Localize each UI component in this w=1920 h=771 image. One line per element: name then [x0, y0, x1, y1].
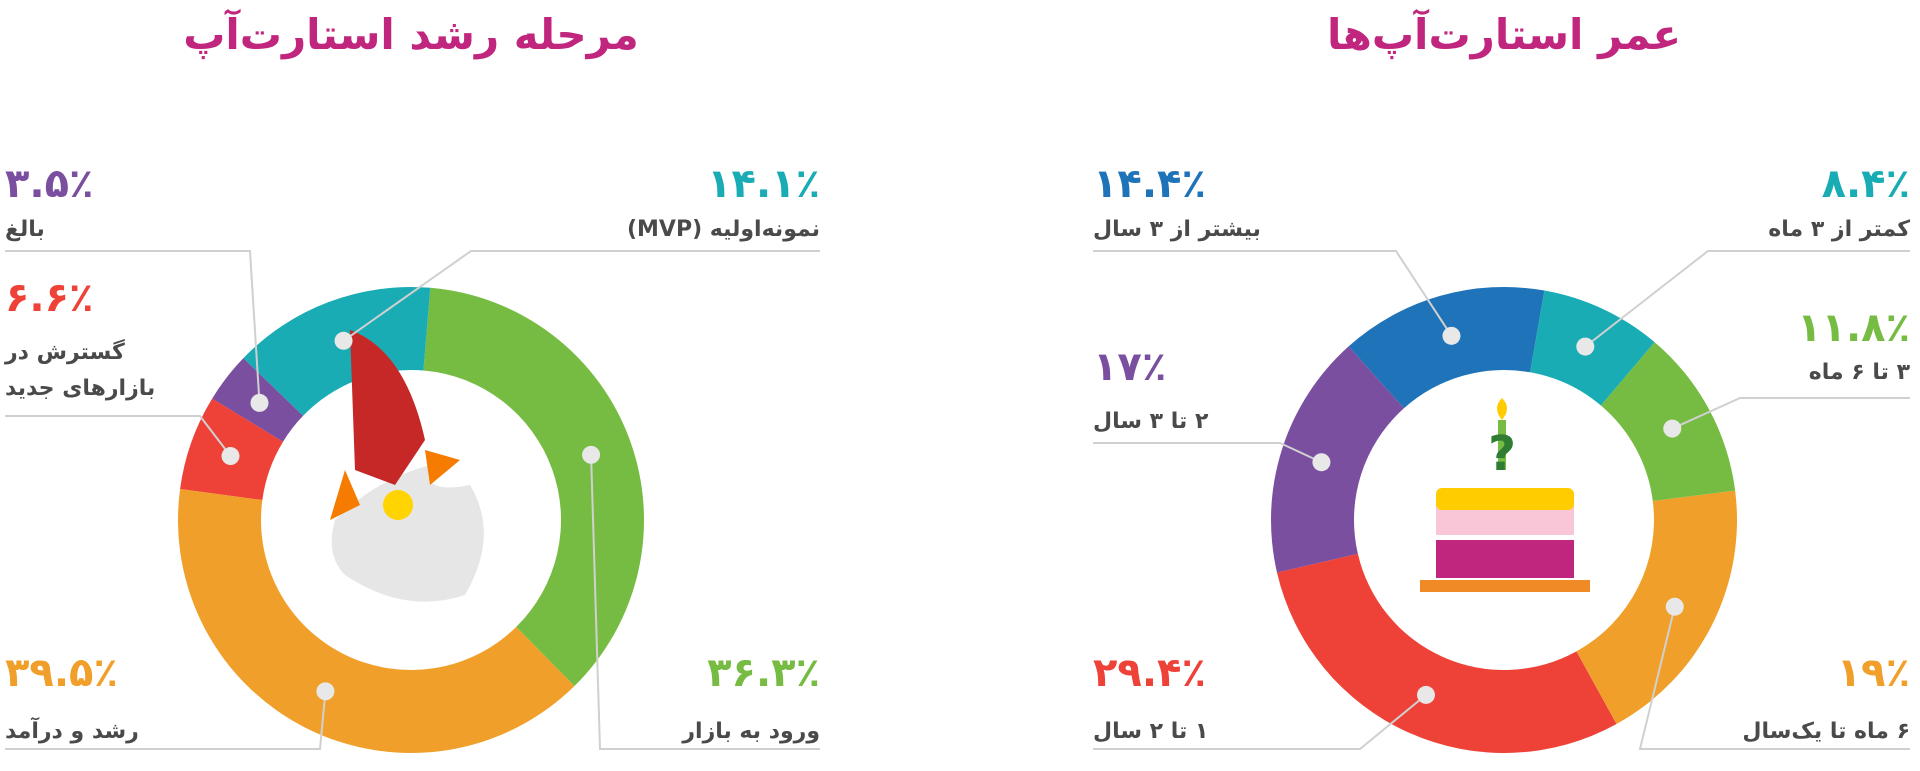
value-label: ۳۶.۳٪ [707, 650, 820, 696]
dot [582, 445, 601, 464]
dot [1576, 337, 1595, 356]
category-label: ۲ تا ۳ سال [1093, 409, 1209, 434]
chart-title: مرحله رشد استارت‌آپ [183, 10, 639, 59]
segment [177, 489, 575, 753]
value-label: ۳.۵٪ [5, 161, 94, 207]
dot [334, 331, 353, 350]
category-label: کمتر از ۳ ماه [1768, 217, 1910, 242]
rocket-icon [330, 330, 484, 602]
dot [316, 682, 335, 701]
segment [1576, 490, 1737, 725]
leader-line [5, 415, 232, 457]
dot [250, 393, 269, 412]
category-label: رشد و درآمد [5, 719, 139, 744]
value-label: ۱۴.۱٪ [707, 161, 820, 207]
category-label: ۶ ماه تا یک‌سال [1742, 719, 1910, 744]
category-label: نمونه‌اولیه (MVP) [626, 217, 820, 242]
leader-line [1093, 694, 1427, 750]
leader-line [1638, 606, 1910, 750]
dot [1442, 326, 1461, 345]
value-label: ۶.۶٪ [5, 275, 94, 321]
value-label: ۱۹٪ [1836, 650, 1910, 696]
segment [243, 287, 431, 416]
segment [1271, 346, 1404, 573]
category-label: ۳ تا ۶ ماه [1808, 360, 1910, 385]
category-label: ورود به بازار [682, 719, 820, 744]
dot [1663, 419, 1682, 438]
leader-line [1093, 442, 1322, 464]
leader-line [1093, 250, 1453, 337]
category-label: ۱ تا ۲ سال [1093, 719, 1209, 744]
value-label: ۳۹.۵٪ [5, 650, 118, 696]
value-label: ۱۷٪ [1093, 344, 1167, 390]
dot [1416, 685, 1435, 704]
leader-line [5, 691, 327, 750]
dot [1312, 453, 1331, 472]
leader-line [342, 250, 820, 342]
chart-title: عمر استارت‌آپ‌ها [1326, 10, 1682, 59]
segment [1277, 553, 1617, 754]
leader-line [1671, 397, 1910, 430]
value-label: ۱۴.۴٪ [1093, 161, 1206, 207]
dot [221, 447, 240, 466]
dot [1665, 597, 1684, 616]
category-label: بیشتر از ۳ سال [1093, 217, 1261, 242]
value-label: ۸.۴٪ [1821, 161, 1910, 207]
segment [423, 287, 644, 687]
leader-line [1584, 250, 1910, 348]
value-label: ۲۹.۴٪ [1093, 650, 1206, 696]
leader-line [5, 250, 261, 403]
category-label: گسترش در بازارهای جدید [5, 340, 156, 401]
segment [1348, 287, 1545, 409]
cake-icon: ? [1420, 398, 1590, 592]
svg-text:?: ? [1488, 426, 1516, 482]
leader-line [590, 454, 820, 750]
value-label: ۱۱.۸٪ [1797, 305, 1910, 351]
category-label: بالغ [5, 217, 45, 242]
